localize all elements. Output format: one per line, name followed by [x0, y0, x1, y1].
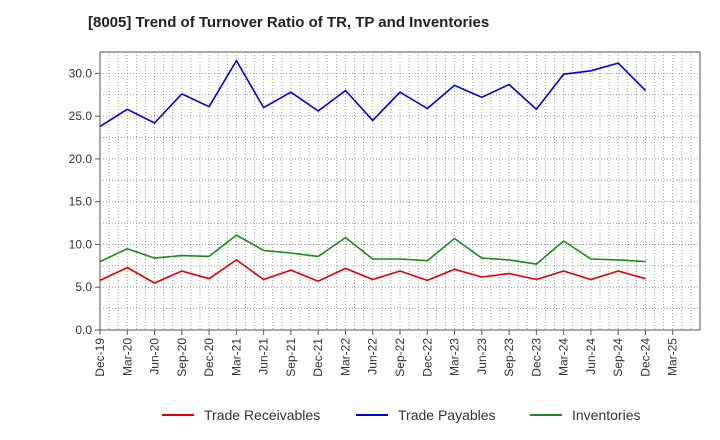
- x-tick-label: Dec-24: [638, 338, 652, 377]
- x-tick-label: Dec-21: [311, 338, 325, 377]
- x-tick-label: Mar-24: [557, 338, 571, 376]
- x-tick-label: Sep-23: [502, 338, 516, 377]
- x-tick-label: Sep-20: [175, 338, 189, 377]
- x-tick-label: Sep-22: [393, 338, 407, 377]
- x-tick-label: Sep-21: [284, 338, 298, 377]
- x-tick-label: Mar-23: [448, 338, 462, 376]
- y-tick-label: 5.0: [75, 280, 92, 294]
- x-tick-label: Mar-20: [120, 338, 134, 376]
- y-tick-label: 30.0: [69, 66, 93, 80]
- series-line-trade-receivables: [99, 259, 646, 284]
- x-tick-label: Jun-23: [475, 338, 489, 375]
- y-tick-label: 20.0: [69, 152, 93, 166]
- x-tick-label: Dec-23: [529, 338, 543, 377]
- legend-label-inventories: Inventories: [572, 407, 640, 423]
- series-line-trade-payables: [99, 59, 647, 128]
- series-line-inventories: [99, 234, 646, 265]
- x-tick-label: Jun-20: [148, 338, 162, 375]
- chart-title: [8005] Trend of Turnover Ratio of TR, TP…: [88, 14, 490, 31]
- x-tick-label: Dec-22: [420, 338, 434, 377]
- x-tick-label: Jun-22: [366, 338, 380, 375]
- legend-label-trade-receivables: Trade Receivables: [204, 407, 320, 423]
- x-tick-label: Sep-24: [611, 338, 625, 377]
- x-tick-label: Dec-19: [93, 338, 107, 377]
- x-tick-label: Mar-25: [666, 338, 680, 376]
- y-tick-label: 25.0: [69, 109, 93, 123]
- y-tick-label: 0.0: [75, 323, 92, 337]
- x-tick-label: Dec-20: [202, 338, 216, 377]
- x-tick-label: Jun-21: [257, 338, 271, 375]
- x-tick-label: Mar-22: [338, 338, 352, 376]
- x-tick-label: Jun-24: [584, 338, 598, 375]
- x-tick-label: Mar-21: [229, 338, 243, 376]
- y-tick-label: 15.0: [69, 195, 93, 209]
- legend-label-trade-payables: Trade Payables: [398, 407, 496, 423]
- y-tick-label: 10.0: [69, 237, 93, 251]
